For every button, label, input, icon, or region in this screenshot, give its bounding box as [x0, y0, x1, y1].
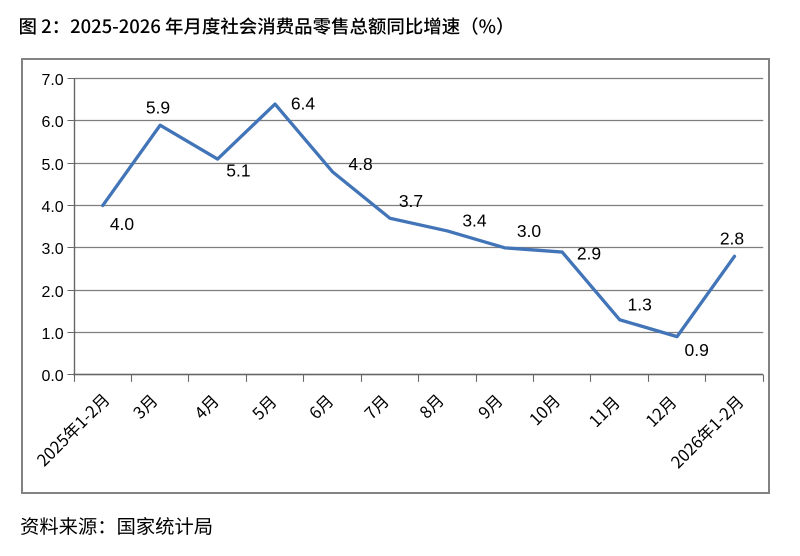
- svg-text:6.4: 6.4: [291, 93, 316, 113]
- svg-text:2.8: 2.8: [720, 228, 744, 248]
- svg-text:3.0: 3.0: [41, 241, 63, 258]
- svg-text:6.0: 6.0: [41, 114, 63, 131]
- svg-text:3.0: 3.0: [517, 221, 542, 241]
- svg-text:3.4: 3.4: [462, 210, 487, 230]
- svg-text:4.0: 4.0: [110, 214, 135, 234]
- svg-text:3.7: 3.7: [399, 191, 423, 211]
- svg-text:5.1: 5.1: [226, 160, 250, 180]
- svg-text:5.0: 5.0: [41, 157, 63, 174]
- svg-text:2.9: 2.9: [577, 243, 601, 263]
- svg-text:7.0: 7.0: [41, 72, 63, 89]
- svg-text:5.9: 5.9: [146, 97, 170, 117]
- svg-text:1.0: 1.0: [41, 326, 63, 343]
- svg-text:4.8: 4.8: [348, 154, 372, 174]
- svg-text:1.3: 1.3: [628, 294, 652, 314]
- svg-text:0.0: 0.0: [41, 368, 63, 385]
- svg-text:2.0: 2.0: [41, 284, 63, 301]
- svg-text:0.9: 0.9: [685, 340, 709, 360]
- svg-text:4.0: 4.0: [41, 199, 63, 216]
